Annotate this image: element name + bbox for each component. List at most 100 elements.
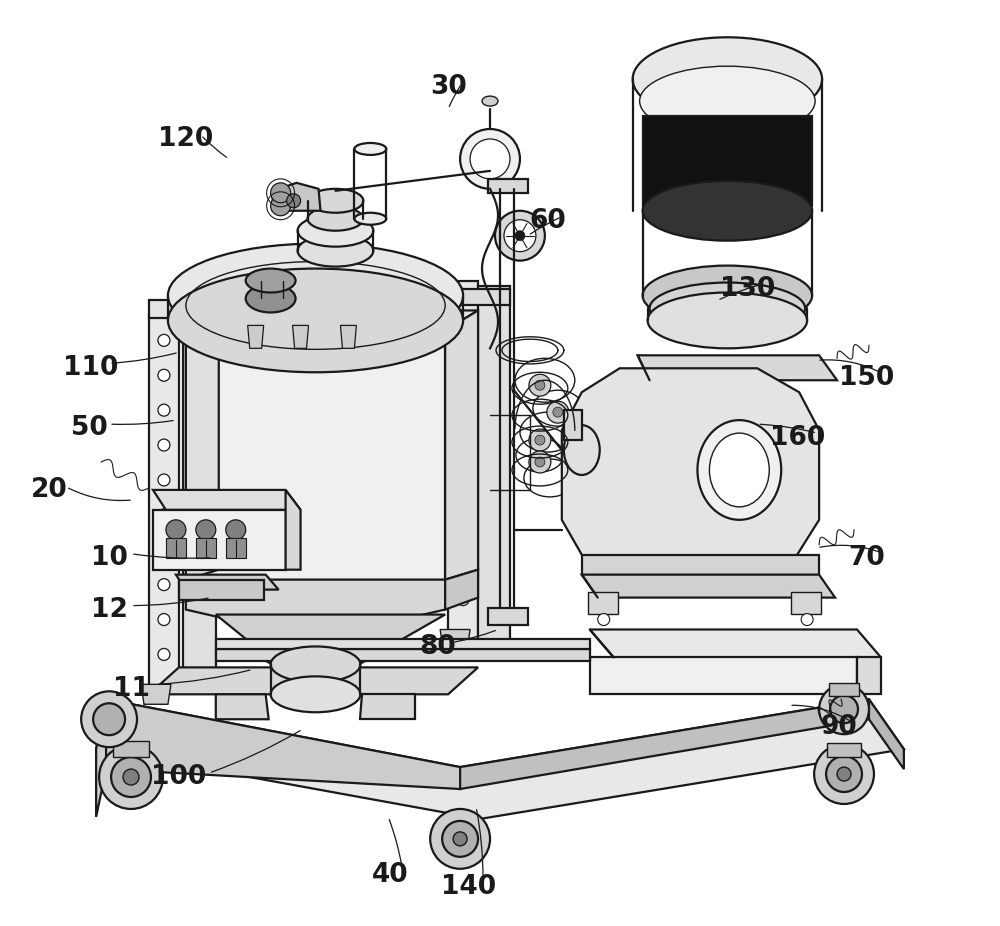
Circle shape (470, 139, 510, 179)
Circle shape (430, 809, 490, 869)
Polygon shape (106, 699, 460, 789)
Ellipse shape (354, 143, 386, 155)
Bar (196, 538, 216, 557)
Circle shape (158, 474, 170, 486)
Polygon shape (590, 630, 881, 657)
Polygon shape (176, 575, 279, 590)
Text: 120: 120 (158, 126, 214, 152)
Polygon shape (445, 569, 478, 609)
Ellipse shape (298, 234, 373, 267)
Ellipse shape (271, 676, 360, 712)
Circle shape (504, 219, 536, 252)
Bar (791, 592, 821, 614)
Polygon shape (149, 316, 179, 689)
Bar (643, 116, 812, 206)
Polygon shape (216, 649, 590, 661)
Polygon shape (186, 310, 219, 580)
Polygon shape (153, 490, 301, 510)
Polygon shape (273, 182, 320, 211)
Polygon shape (286, 490, 301, 569)
Circle shape (457, 454, 469, 466)
Bar (564, 410, 582, 440)
Ellipse shape (246, 284, 296, 312)
Circle shape (457, 489, 469, 501)
Ellipse shape (697, 420, 781, 519)
Circle shape (819, 684, 869, 734)
Circle shape (196, 519, 216, 540)
Ellipse shape (709, 433, 769, 507)
Polygon shape (141, 684, 171, 705)
Ellipse shape (168, 269, 463, 372)
Ellipse shape (168, 244, 463, 347)
Circle shape (271, 195, 291, 216)
Circle shape (123, 770, 139, 785)
Circle shape (515, 231, 525, 241)
Bar (113, 741, 149, 757)
Circle shape (547, 401, 569, 423)
Bar (166, 538, 186, 557)
Circle shape (457, 558, 469, 570)
Bar (588, 592, 618, 614)
Circle shape (158, 334, 170, 346)
Ellipse shape (246, 269, 296, 293)
Ellipse shape (633, 37, 822, 121)
Circle shape (166, 519, 186, 540)
Circle shape (93, 703, 125, 735)
Circle shape (99, 745, 163, 809)
Circle shape (158, 544, 170, 556)
Circle shape (158, 648, 170, 660)
Polygon shape (448, 281, 478, 640)
Ellipse shape (264, 645, 367, 669)
Text: 30: 30 (430, 74, 467, 100)
Circle shape (837, 767, 851, 781)
Ellipse shape (298, 215, 373, 246)
Circle shape (535, 457, 545, 467)
Circle shape (158, 404, 170, 416)
Polygon shape (460, 699, 869, 789)
Polygon shape (149, 668, 478, 694)
Ellipse shape (640, 66, 815, 136)
Polygon shape (582, 575, 835, 597)
Polygon shape (153, 510, 286, 569)
Text: 110: 110 (63, 356, 119, 382)
Text: 20: 20 (31, 477, 68, 503)
Polygon shape (590, 657, 857, 694)
Circle shape (226, 519, 246, 540)
Text: 100: 100 (151, 764, 207, 790)
Polygon shape (340, 325, 356, 348)
Polygon shape (638, 356, 837, 381)
Polygon shape (149, 301, 448, 319)
Circle shape (495, 211, 545, 260)
Polygon shape (183, 301, 216, 669)
Circle shape (158, 509, 170, 520)
Polygon shape (488, 179, 528, 193)
Circle shape (814, 745, 874, 804)
Circle shape (598, 614, 610, 625)
Circle shape (158, 614, 170, 625)
Circle shape (457, 349, 469, 361)
Bar (827, 744, 861, 757)
Ellipse shape (643, 266, 812, 325)
Polygon shape (293, 325, 309, 348)
Polygon shape (216, 694, 269, 720)
Ellipse shape (564, 425, 600, 475)
Circle shape (529, 374, 551, 396)
Circle shape (535, 435, 545, 445)
Text: 40: 40 (372, 862, 409, 888)
Ellipse shape (271, 646, 360, 682)
Polygon shape (248, 325, 264, 348)
Circle shape (81, 692, 137, 747)
Circle shape (453, 832, 467, 845)
Circle shape (158, 579, 170, 591)
Circle shape (801, 614, 813, 625)
Polygon shape (857, 657, 881, 694)
Circle shape (111, 757, 151, 797)
Text: 160: 160 (770, 425, 825, 451)
Ellipse shape (482, 96, 498, 106)
Circle shape (830, 695, 858, 723)
Circle shape (460, 129, 520, 189)
Text: 130: 130 (720, 276, 775, 302)
Circle shape (457, 384, 469, 396)
Circle shape (457, 315, 469, 326)
Text: 10: 10 (91, 544, 128, 570)
